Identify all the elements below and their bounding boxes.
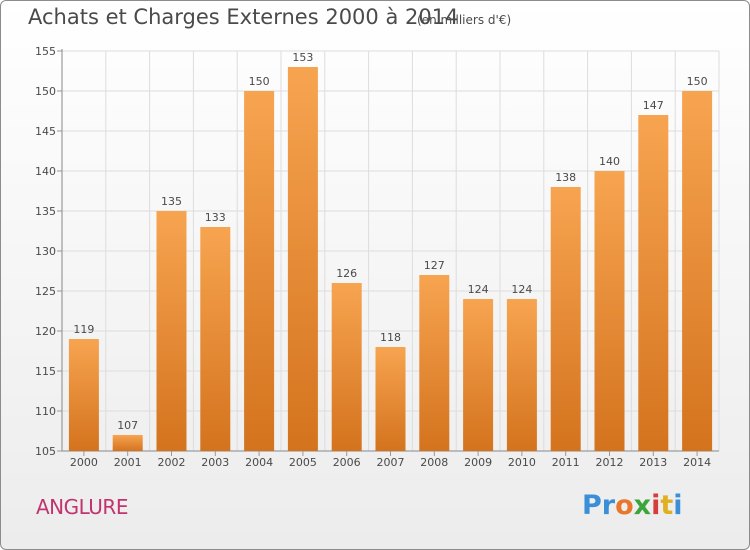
x-tick-label: 2000 [70,456,98,469]
x-tick-label: 2008 [420,456,448,469]
data-label: 107 [117,419,138,432]
y-tick-label: 125 [35,285,56,298]
y-tick-label: 140 [35,165,56,178]
logo-part: Pr [582,490,616,521]
chart-subtitle: (en milliers d'€) [417,13,512,27]
x-tick-label: 2003 [201,456,229,469]
data-label: 124 [468,283,489,296]
y-tick-label: 155 [35,45,56,58]
bar [287,67,318,451]
x-tick-label: 2005 [289,456,317,469]
y-tick-label: 150 [35,85,56,98]
logo-part: t [660,490,674,521]
x-tick-label: 2007 [377,456,405,469]
bar [156,211,187,451]
x-tick-label: 2009 [464,456,492,469]
data-label: 150 [249,75,270,88]
data-label: 118 [380,331,401,344]
x-tick-label: 2001 [114,456,142,469]
y-tick-label: 145 [35,125,56,138]
data-label: 119 [73,323,94,336]
data-label: 150 [687,75,708,88]
bar [638,115,669,451]
data-label: 147 [643,99,664,112]
bar [463,299,494,451]
x-tick-label: 2010 [508,456,536,469]
y-tick-label: 105 [35,445,56,458]
bar [331,283,362,451]
bar [200,227,231,451]
chart-title: Achats et Charges Externes 2000 à 2014 [28,5,459,29]
commune-name: ANGLURE [36,495,128,519]
x-tick-label: 2012 [596,456,624,469]
x-tick-label: 2004 [245,456,273,469]
x-tick-label: 2006 [333,456,361,469]
bar [112,435,143,451]
y-tick-label: 130 [35,245,56,258]
data-label: 124 [511,283,532,296]
data-label: 138 [555,171,576,184]
bar [244,91,275,451]
y-tick-label: 120 [35,325,56,338]
bar [419,275,450,451]
data-label: 133 [205,211,226,224]
x-tick-label: 2002 [158,456,186,469]
logo-part: o [615,490,634,521]
y-tick-label: 115 [35,365,56,378]
y-tick-label: 110 [35,405,56,418]
x-tick-label: 2014 [683,456,711,469]
bar [68,339,99,451]
labels: 105 110 115 120 125 130 135 140 145 150 155 119 2000… [35,45,711,469]
data-label: 126 [336,267,357,280]
bar [375,347,406,451]
x-tick-label: 2011 [552,456,580,469]
data-label: 153 [292,51,313,64]
logo-part: i [673,490,683,521]
bars [68,67,713,451]
bar [506,299,537,451]
bar [594,171,625,451]
x-tick-label: 2013 [639,456,667,469]
data-label: 127 [424,259,445,272]
data-label: 135 [161,195,182,208]
y-tick-label: 135 [35,205,56,218]
data-label: 140 [599,155,620,168]
proxiti-logo[interactable]: Proxiti [582,490,683,521]
bar [550,187,581,451]
bar [682,91,713,451]
logo-part: i [651,490,661,521]
logo-part: x [633,490,652,521]
